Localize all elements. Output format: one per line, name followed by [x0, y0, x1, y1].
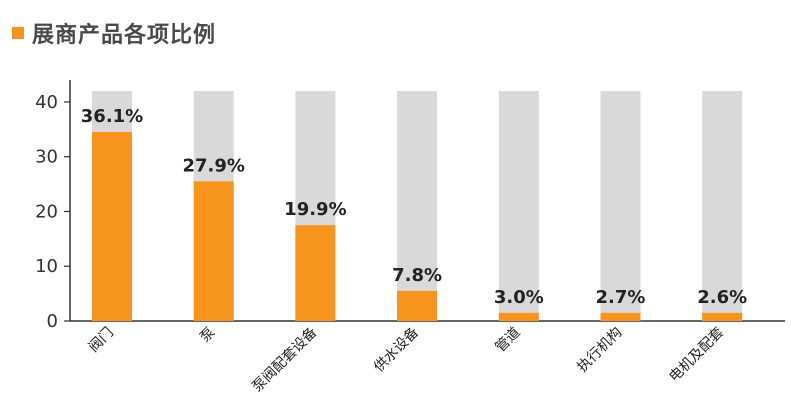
- bar-background-track: [600, 91, 641, 321]
- x-tick-label: 电机及配套: [666, 325, 727, 386]
- title-marker-square: [12, 27, 24, 39]
- bar-background-track: [498, 91, 539, 321]
- data-label: 36.1%: [81, 106, 143, 127]
- data-label: 3.0%: [494, 287, 544, 308]
- x-tick-label: 供水设备: [370, 324, 422, 376]
- data-label: 2.6%: [697, 287, 747, 308]
- y-tick-label: 20: [35, 201, 58, 222]
- data-label: 19.9%: [284, 199, 346, 220]
- x-tick-label: 泵阀配套设备: [249, 324, 320, 395]
- bar: [498, 312, 539, 321]
- x-tick-label: 执行机构: [574, 325, 625, 376]
- bar: [295, 225, 336, 321]
- x-tick-label: 阀门: [86, 325, 117, 356]
- y-tick-label: 40: [35, 92, 58, 113]
- bar-background-track: [397, 91, 438, 321]
- bar: [397, 290, 438, 321]
- bar: [702, 312, 743, 321]
- bar-background-track: [702, 91, 743, 321]
- bar: [92, 132, 132, 321]
- data-label: 27.9%: [182, 155, 244, 176]
- x-tick-label: 管道: [493, 325, 524, 356]
- bar: [193, 181, 234, 321]
- chart-title-block: 展商产品各项比例: [12, 18, 216, 48]
- chart-title: 展商产品各项比例: [32, 23, 217, 48]
- y-tick-label: 10: [35, 256, 58, 277]
- y-tick-label: 30: [35, 147, 58, 168]
- y-tick-label: 0: [47, 311, 58, 332]
- data-label: 7.8%: [392, 265, 442, 286]
- x-tick-label: 泵: [197, 325, 218, 346]
- data-label: 2.7%: [596, 287, 646, 308]
- bar: [600, 312, 641, 321]
